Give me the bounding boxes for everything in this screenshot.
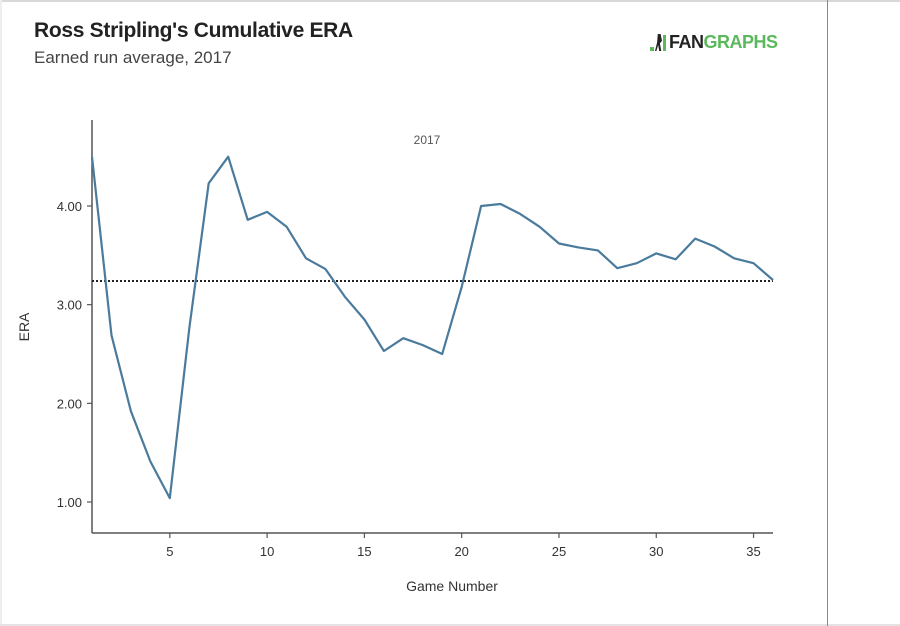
fangraphs-logo-icon (650, 33, 667, 51)
era-series-line (90, 155, 774, 500)
y-tick-label: 3.00 (57, 298, 82, 313)
logo-text-graphs: GRAPHS (703, 31, 779, 52)
x-axis-title: Game Number (406, 578, 498, 594)
fangraphs-logo: FAN GRAPHS (650, 31, 778, 53)
axes: 1.00 2.00 3.00 4.00 5 10 15 20 25 30 35 (57, 120, 773, 559)
axis-labels: 2017 Game Number ERA (16, 133, 498, 594)
logo-text-fan: FAN (669, 31, 704, 52)
series-group (90, 155, 774, 500)
x-tick-label: 35 (746, 544, 760, 559)
year-annotation: 2017 (414, 133, 441, 147)
y-tick-label: 4.00 (57, 199, 82, 214)
frame-top-border (0, 0, 900, 2)
x-tick-label: 5 (166, 544, 173, 559)
panel-separator (827, 0, 828, 626)
y-tick-label: 2.00 (57, 396, 82, 411)
x-tick-label: 15 (357, 544, 371, 559)
x-tick-label: 30 (649, 544, 663, 559)
x-tick-label: 20 (454, 544, 468, 559)
chart-title: Ross Stripling's Cumulative ERA (34, 19, 353, 42)
x-tick-label: 25 (552, 544, 566, 559)
chart-subtitle: Earned run average, 2017 (34, 48, 232, 67)
frame-bottom-border (0, 624, 900, 626)
x-tick-label: 10 (260, 544, 274, 559)
y-axis-title: ERA (16, 312, 32, 341)
frame-left-border (0, 0, 2, 626)
y-tick-label: 1.00 (57, 495, 82, 510)
